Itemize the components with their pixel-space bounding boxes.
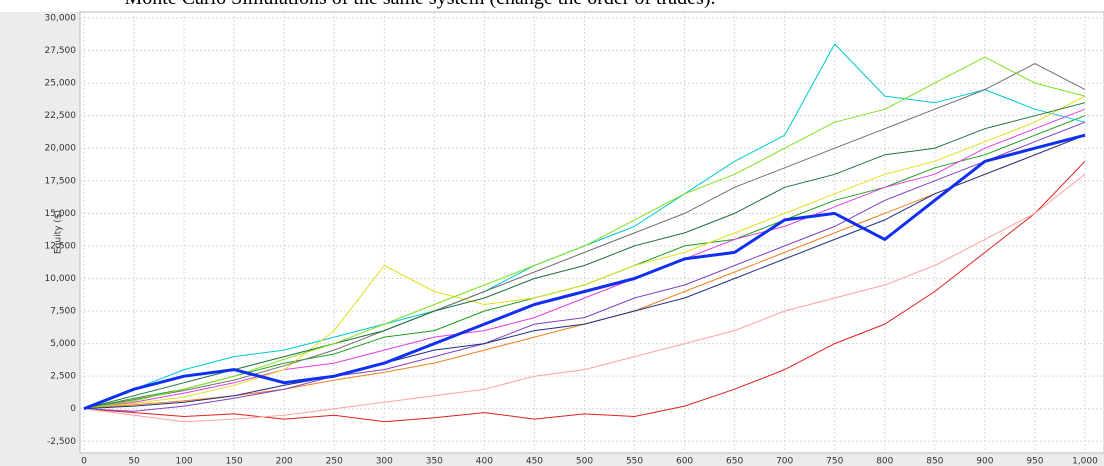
series-line xyxy=(83,108,1086,410)
x-tick-label: 800 xyxy=(876,457,893,466)
y-tick-label: 5,000 xyxy=(50,339,76,349)
y-tick-label: -2,500 xyxy=(47,437,76,447)
x-tick-label: 100 xyxy=(176,457,193,466)
x-tick-label: 450 xyxy=(526,457,543,466)
x-tick-label: 750 xyxy=(826,457,843,466)
x-tick-label: 250 xyxy=(326,457,343,466)
x-tick-label: 650 xyxy=(726,457,743,466)
x-tick-label: 550 xyxy=(626,457,643,466)
caption: Monte Carlo Simulations of the same syst… xyxy=(125,0,716,9)
y-tick-label: 20,000 xyxy=(45,144,77,154)
x-tick-label: 950 xyxy=(1026,457,1043,466)
y-tick-label: 30,000 xyxy=(45,14,77,24)
x-tick-label: 350 xyxy=(426,457,443,466)
x-tick-label: 850 xyxy=(926,457,943,466)
series-line xyxy=(83,160,1086,423)
x-tick-label: 0 xyxy=(81,457,87,466)
y-tick-label: 27,500 xyxy=(45,46,77,56)
y-tick-label: 22,500 xyxy=(45,111,77,121)
x-tick-label: 50 xyxy=(128,457,140,466)
y-tick-label: 7,500 xyxy=(50,307,76,317)
y-tick-label: 0 xyxy=(70,404,76,414)
y-tick-label: 2,500 xyxy=(50,372,76,382)
y-tick-label: 15,000 xyxy=(45,209,77,219)
x-tick-label: 500 xyxy=(576,457,593,466)
y-tick-label: 10,000 xyxy=(45,274,77,284)
caption-band xyxy=(0,0,1104,12)
x-tick-label: 200 xyxy=(276,457,293,466)
x-tick-label: 400 xyxy=(476,457,493,466)
x-tick-label: 900 xyxy=(976,457,993,466)
series-line xyxy=(83,121,1086,412)
y-axis-label: Equity ($) xyxy=(54,210,64,254)
x-tick-label: 700 xyxy=(776,457,793,466)
series-line xyxy=(83,173,1086,423)
lines xyxy=(83,43,1086,423)
x-tick-label: 600 xyxy=(676,457,693,466)
x-tick-label: 1,000 xyxy=(1072,457,1098,466)
x-tick-label: 300 xyxy=(376,457,393,466)
y-tick-label: 25,000 xyxy=(45,79,77,89)
series-line xyxy=(83,56,1086,410)
series-line xyxy=(83,134,1086,410)
plot-area xyxy=(79,11,1104,454)
series-line xyxy=(83,95,1086,410)
series-line xyxy=(83,102,1086,410)
y-tick-label: 12,500 xyxy=(45,241,77,251)
x-tick-label: 150 xyxy=(226,457,243,466)
ticks: -2,500 0 2,500 5,000 7,500 10,000 12,500 15,000… xyxy=(45,14,1099,466)
y-tick-label: 17,500 xyxy=(45,176,77,186)
series-line xyxy=(83,133,1086,411)
